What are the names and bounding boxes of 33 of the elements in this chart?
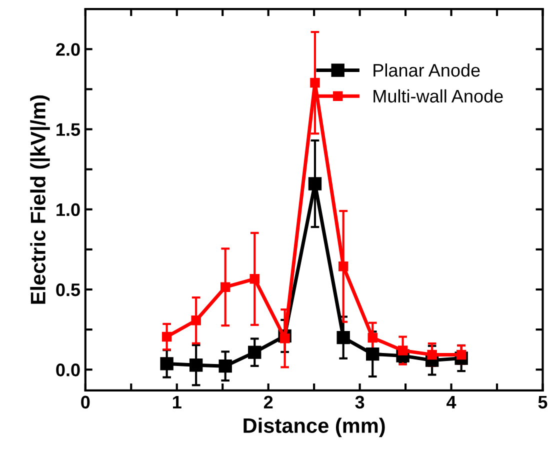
x-tick-label: 4 [446,396,456,408]
point [427,350,437,360]
legend-label: Multi-wall Anode [374,89,503,103]
point [162,332,172,342]
x-tick-label: 1 [172,396,182,408]
point [310,78,320,88]
y-tick-label: 1.0 [56,203,80,216]
legend-label: Planar Anode [374,63,480,77]
point [308,177,322,190]
point [366,347,380,361]
point [191,316,201,326]
x-tick-label: 3 [355,396,364,409]
x-axis-title: Distance (mm) [244,418,385,438]
point [280,334,290,344]
point [218,359,232,373]
point [368,332,378,343]
point [456,350,466,360]
point [338,262,348,272]
point [398,346,408,356]
point [248,346,262,359]
y-axis-title: Electric Field (|kV|/m) [30,95,50,304]
point [160,357,174,370]
point [250,274,260,284]
y-tick-label: 1.5 [56,123,80,136]
point [220,282,230,292]
y-tick-label: 2.0 [56,43,80,56]
point [189,358,203,372]
point [336,330,350,344]
x-tick-label: 2 [264,396,273,408]
text: 0.0 [56,364,80,376]
x-tick-label: 5 [538,396,548,409]
x-tick-label: 0 [81,396,90,409]
y-tick-label: 0.5 [56,283,80,296]
